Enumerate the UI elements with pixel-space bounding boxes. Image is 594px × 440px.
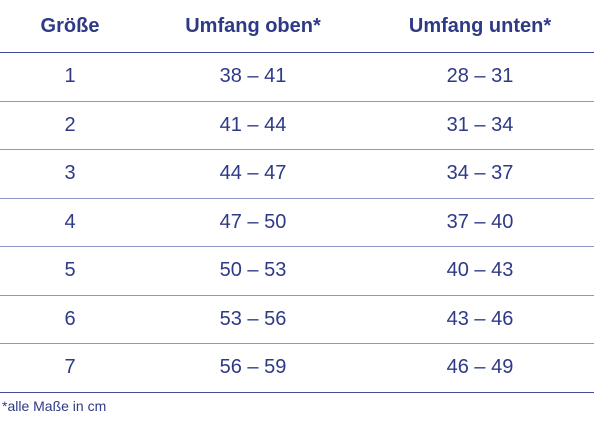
- column-header-size: Größe: [0, 0, 140, 53]
- lower-circumference-cell: 46 – 49: [366, 343, 594, 393]
- lower-circumference-cell: 40 – 43: [366, 246, 594, 296]
- footnote: *alle Maße in cm: [2, 398, 107, 414]
- table-row: 7 56 – 59 46 – 49: [0, 343, 594, 393]
- size-cell: 6: [0, 295, 140, 344]
- upper-circumference-cell: 44 – 47: [140, 149, 366, 199]
- size-cell: 4: [0, 198, 140, 247]
- upper-circumference-cell: 50 – 53: [140, 246, 366, 296]
- upper-circumference-cell: 41 – 44: [140, 101, 366, 150]
- lower-circumference-cell: 28 – 31: [366, 52, 594, 102]
- table-row: 1 38 – 41 28 – 31: [0, 52, 594, 102]
- table-row: 2 41 – 44 31 – 34: [0, 101, 594, 150]
- upper-circumference-cell: 47 – 50: [140, 198, 366, 247]
- size-cell: 7: [0, 343, 140, 393]
- column-header-upper-circumference: Umfang oben*: [140, 0, 366, 53]
- size-cell: 1: [0, 52, 140, 102]
- table-row: 3 44 – 47 34 – 37: [0, 149, 594, 199]
- table-row: 6 53 – 56 43 – 46: [0, 295, 594, 344]
- lower-circumference-cell: 43 – 46: [366, 295, 594, 344]
- size-table: Größe Umfang oben* Umfang unten* 1 38 – …: [0, 0, 594, 393]
- table-row: 5 50 – 53 40 – 43: [0, 246, 594, 296]
- lower-circumference-cell: 31 – 34: [366, 101, 594, 150]
- lower-circumference-cell: 34 – 37: [366, 149, 594, 199]
- upper-circumference-cell: 53 – 56: [140, 295, 366, 344]
- table-row: 4 47 – 50 37 – 40: [0, 198, 594, 247]
- size-cell: 3: [0, 149, 140, 199]
- lower-circumference-cell: 37 – 40: [366, 198, 594, 247]
- upper-circumference-cell: 38 – 41: [140, 52, 366, 102]
- column-header-lower-circumference: Umfang unten*: [366, 0, 594, 53]
- size-cell: 5: [0, 246, 140, 296]
- upper-circumference-cell: 56 – 59: [140, 343, 366, 393]
- table-header-row: Größe Umfang oben* Umfang unten*: [0, 0, 594, 53]
- size-cell: 2: [0, 101, 140, 150]
